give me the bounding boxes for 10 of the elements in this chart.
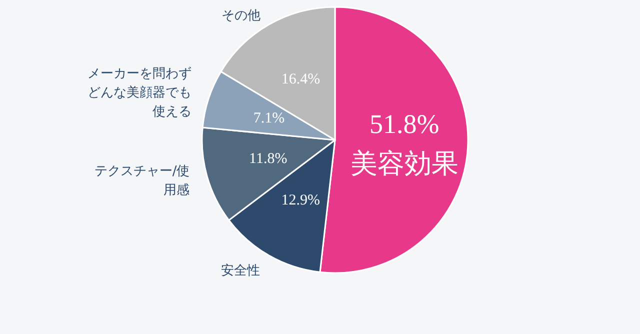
data-label: 7.1%: [253, 110, 285, 126]
data-label: 12.9%: [281, 192, 320, 208]
slice-label: テクスチャー/使用感: [94, 164, 190, 198]
data-label: 16.4%: [281, 72, 320, 88]
slice-label: メーカーを問わずどんな美顔器でも使える: [88, 66, 192, 120]
slice-label: その他: [222, 8, 261, 24]
data-label: 51.8%: [370, 108, 440, 139]
slice-label: 安全性: [221, 262, 260, 279]
data-label: 11.8%: [249, 150, 288, 167]
slice-label: 美容効果: [350, 148, 458, 180]
